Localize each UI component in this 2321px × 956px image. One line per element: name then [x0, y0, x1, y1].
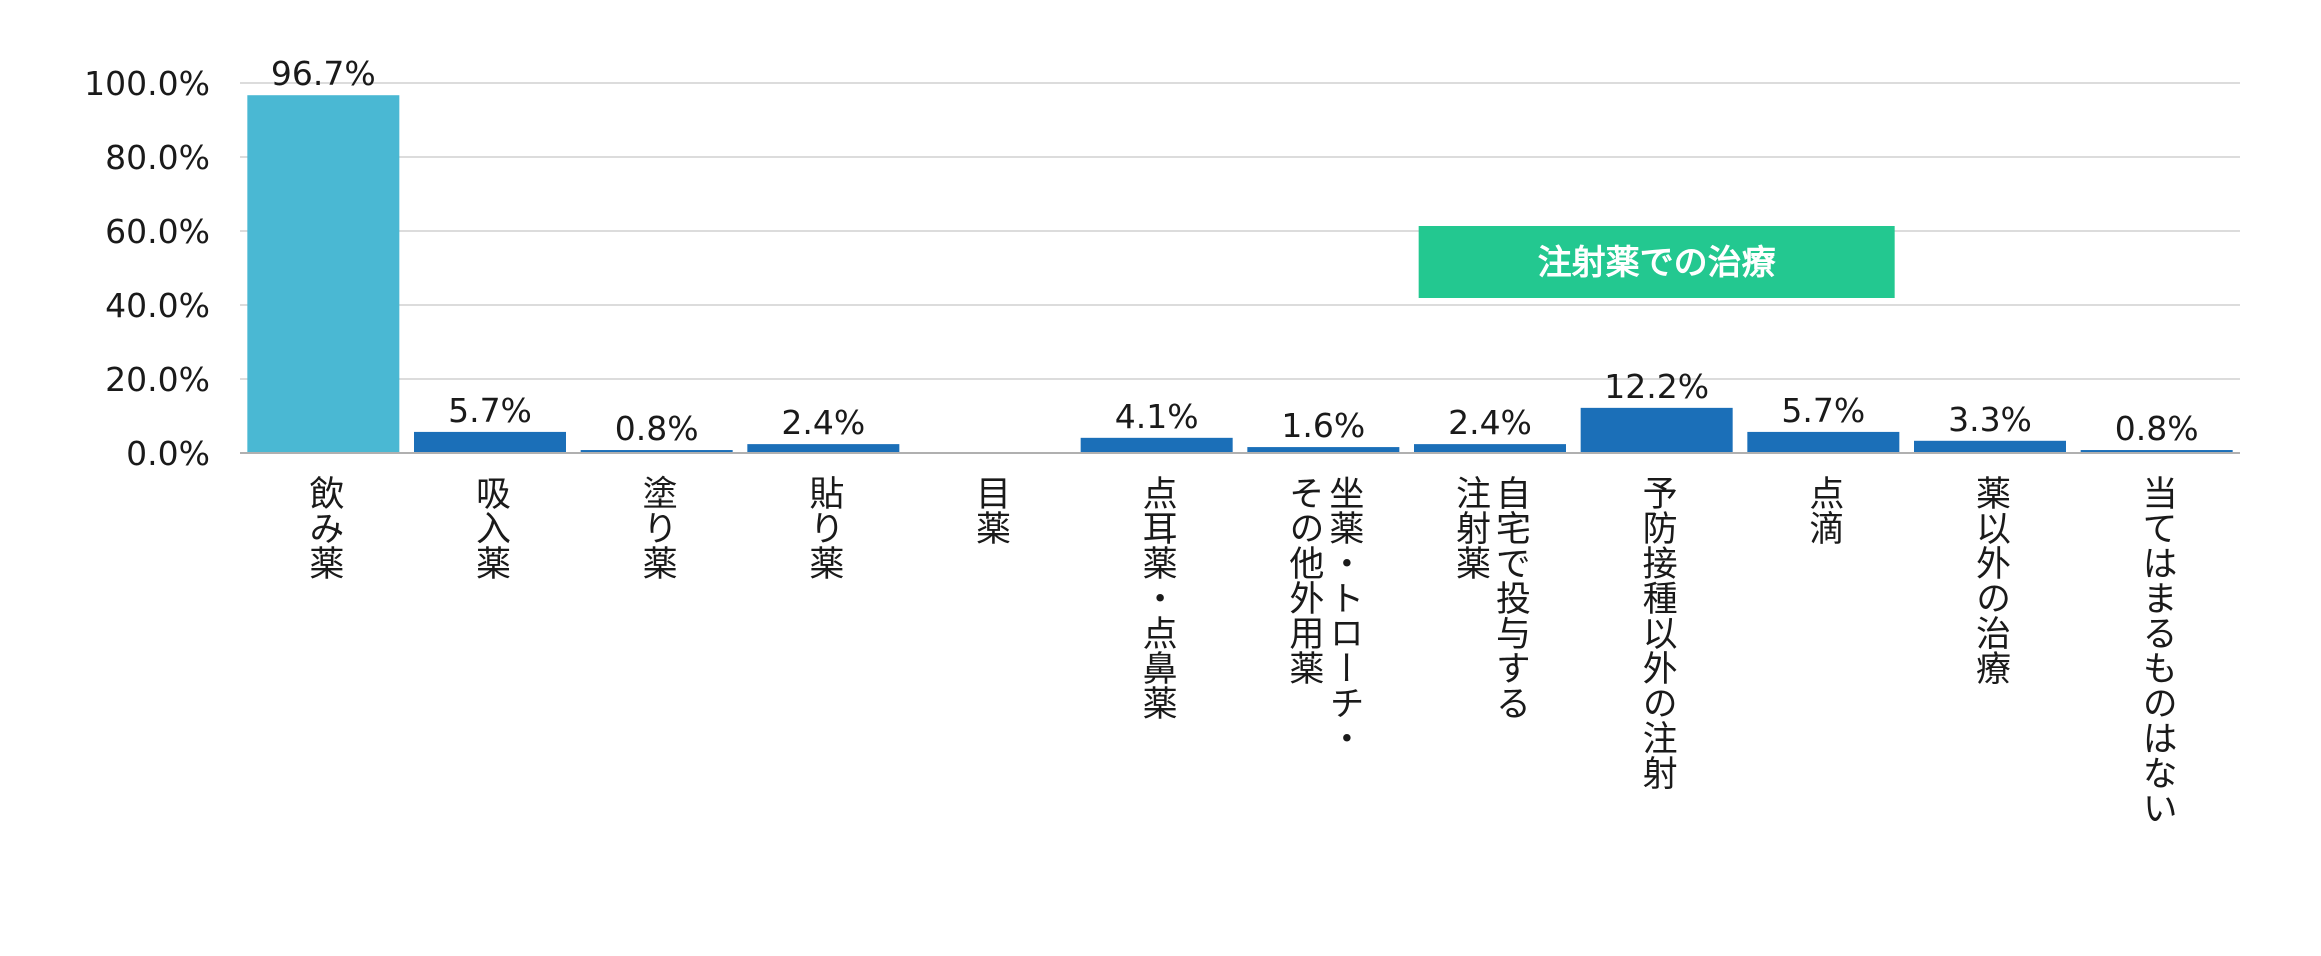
bar: [580, 450, 733, 453]
category-label: 当てはまるものはない: [2137, 475, 2177, 825]
category-label: 点滴: [1803, 475, 1843, 545]
annotation: 注射薬での治療: [1418, 226, 1895, 298]
data-label: 12.2%: [1604, 367, 1709, 406]
x-axis: 飲み薬 吸入薬 塗り薬 貼り薬 目薬 点耳薬・点鼻薬 坐薬・トローチ・その他外用薬 自宅で投与…: [240, 452, 2240, 825]
bar: [2080, 450, 2233, 453]
bar: [1747, 431, 1900, 453]
category-label: 吸入薬: [470, 475, 510, 580]
y-tick-label: 20.0%: [105, 360, 210, 399]
data-label: 4.1%: [1115, 397, 1199, 436]
data-label: 0.8%: [2115, 409, 2199, 448]
y-tick-label: 60.0%: [105, 212, 210, 251]
category-label: 予防接種以外の注射: [1637, 475, 1678, 790]
gridlines: [240, 82, 2240, 380]
bars: [247, 95, 2233, 454]
category-label: 注射薬: [1450, 475, 1490, 580]
y-tick-label: 80.0%: [105, 138, 210, 177]
data-label: 96.7%: [271, 54, 376, 93]
annotation-label: 注射薬での治療: [1538, 243, 1777, 283]
category-label: 点耳薬・点鼻薬: [1137, 475, 1177, 720]
bar: [747, 444, 900, 453]
category-label: 飲み薬: [303, 475, 344, 580]
data-label: 3.3%: [1948, 400, 2032, 439]
y-tick-label: 100.0%: [84, 64, 210, 103]
y-tick-label: 40.0%: [105, 286, 210, 325]
data-label: 0.8%: [615, 409, 699, 448]
bar: [247, 95, 400, 454]
data-label: 5.7%: [448, 391, 532, 430]
bar: [1914, 440, 2066, 453]
bar: [414, 431, 566, 453]
data-label: 5.7%: [1781, 391, 1865, 430]
y-axis: 0.0% 20.0% 40.0% 60.0% 80.0% 100.0%: [84, 64, 210, 473]
category-label: 目薬: [970, 475, 1010, 545]
category-label: 塗り薬: [637, 475, 677, 580]
annotation-box: [1418, 226, 1895, 298]
data-labels: 96.7% 5.7% 0.8% 2.4% 4.1% 1.6% 2.4% 12.2% 5.7% 3.…: [271, 54, 2199, 448]
y-tick-label: 0.0%: [126, 434, 210, 473]
category-label: 貼り薬: [803, 475, 843, 580]
category-label: 自宅で投与する: [1490, 475, 1530, 720]
bar: [1247, 447, 1400, 453]
data-label: 2.4%: [781, 403, 865, 442]
bar: [1414, 444, 1566, 453]
category-label: 坐薬・トローチ・: [1323, 475, 1363, 755]
data-label: 1.6%: [1281, 406, 1365, 445]
data-label: 2.4%: [1448, 403, 1532, 442]
bar: [1080, 437, 1233, 453]
bar: [1580, 407, 1733, 453]
category-label: 薬以外の治療: [1970, 475, 2010, 685]
category-label: その他外用薬: [1283, 475, 1324, 685]
